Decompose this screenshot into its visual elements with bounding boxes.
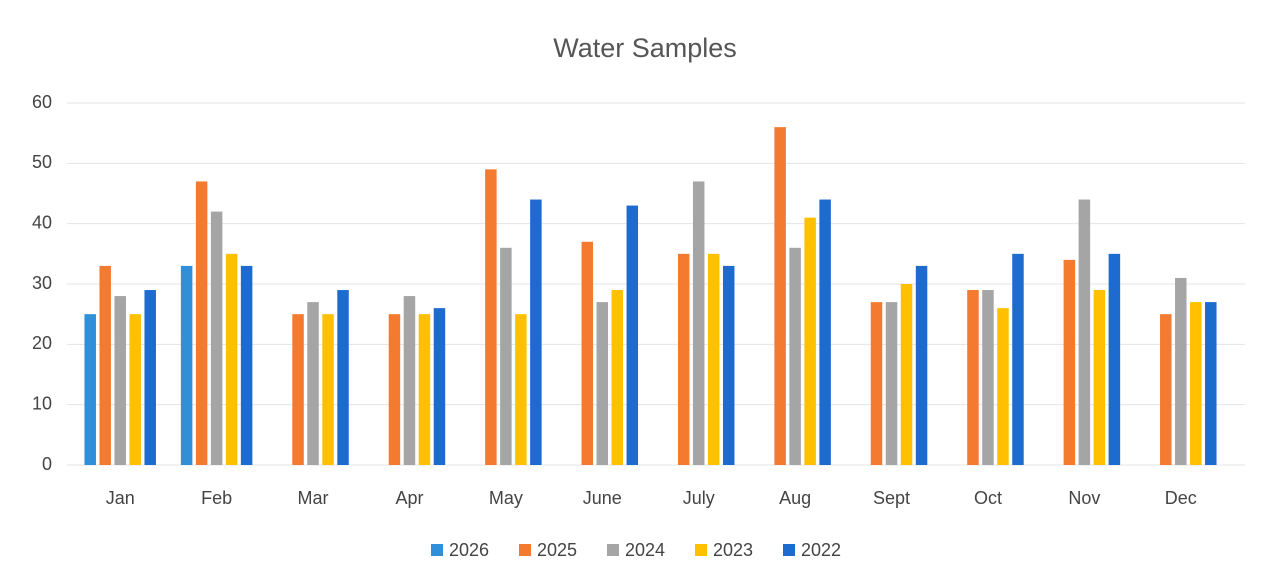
bar [129, 314, 141, 465]
bar [307, 302, 319, 465]
bar [337, 290, 349, 465]
bar [885, 302, 898, 465]
bar [870, 302, 883, 465]
x-tick-label: Aug [779, 488, 811, 508]
y-tick-label: 10 [32, 393, 52, 413]
bar [99, 265, 111, 465]
x-tick-label: May [489, 488, 523, 508]
bar [530, 199, 542, 466]
bar [210, 211, 223, 465]
legend-label: 2025 [537, 540, 577, 560]
bar [1205, 302, 1217, 465]
bar [1078, 199, 1091, 466]
y-tick-label: 20 [32, 333, 52, 353]
y-tick-label: 40 [32, 212, 52, 232]
bar [292, 314, 304, 465]
bar [485, 169, 497, 465]
legend-label: 2023 [713, 540, 753, 560]
legend-swatch [431, 544, 443, 556]
bar [1093, 290, 1106, 465]
bar [500, 247, 512, 465]
bar [240, 265, 253, 465]
bar [1108, 253, 1121, 465]
bar [819, 199, 831, 466]
bar [195, 181, 208, 465]
y-tick-label: 30 [32, 273, 52, 293]
x-tick-label: Sept [873, 488, 910, 508]
bar [418, 314, 431, 465]
bar [692, 181, 705, 465]
legend-swatch [519, 544, 531, 556]
legend-label: 2026 [449, 540, 489, 560]
bar [774, 127, 786, 465]
x-tick-label: Oct [974, 488, 1002, 508]
bar [707, 253, 720, 465]
bar [403, 296, 416, 465]
bar [900, 284, 913, 465]
x-tick-label: Jan [106, 488, 135, 508]
y-tick-label: 60 [32, 92, 52, 112]
bar [322, 314, 334, 465]
bar [789, 247, 801, 465]
bar [180, 265, 193, 465]
x-tick-label: June [583, 488, 622, 508]
bar [1190, 302, 1202, 465]
y-tick-label: 0 [42, 454, 52, 474]
bar [611, 290, 624, 465]
legend-label: 2024 [625, 540, 665, 560]
bar [225, 253, 238, 465]
bar [144, 290, 156, 465]
legend-swatch [783, 544, 795, 556]
bar [982, 290, 994, 465]
bar [1063, 259, 1076, 465]
bar [84, 314, 96, 465]
bar [997, 308, 1009, 465]
bar [915, 265, 928, 465]
x-tick-label: Mar [298, 488, 329, 508]
x-tick-label: Nov [1068, 488, 1100, 508]
bar [581, 241, 594, 465]
bar [967, 290, 979, 465]
bar [1175, 277, 1187, 465]
bar [804, 217, 816, 465]
bar [1012, 253, 1024, 465]
legend-swatch [607, 544, 619, 556]
bar [114, 296, 126, 465]
bar [433, 308, 446, 465]
bar [677, 253, 690, 465]
bar [626, 205, 639, 466]
bar [722, 265, 735, 465]
legend-swatch [695, 544, 707, 556]
legend-label: 2022 [801, 540, 841, 560]
x-tick-label: Apr [395, 488, 423, 508]
bar [596, 302, 609, 465]
bar [515, 314, 527, 465]
x-tick-label: July [683, 488, 715, 508]
bar [388, 314, 401, 465]
x-tick-label: Dec [1165, 488, 1197, 508]
chart-title: Water Samples [553, 33, 737, 63]
x-tick-label: Feb [201, 488, 232, 508]
y-tick-label: 50 [32, 152, 52, 172]
bar [1160, 314, 1172, 465]
